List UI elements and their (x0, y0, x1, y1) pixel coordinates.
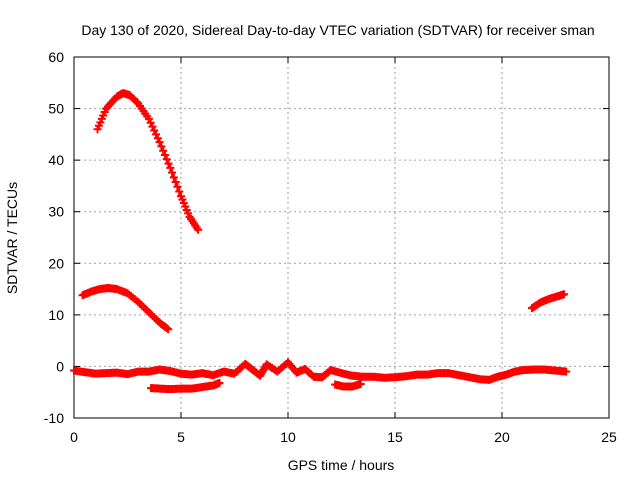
x-tick-label: 25 (601, 429, 617, 445)
series-pass-6-baseline (70, 358, 571, 384)
data-point (162, 155, 171, 164)
data-point (153, 134, 162, 143)
x-axis: 0 5 10 15 20 25 (70, 57, 617, 445)
data-point (175, 187, 184, 196)
data-point (164, 159, 173, 168)
series-pass-1-high (93, 89, 203, 234)
data-point (560, 290, 569, 299)
series-pass-2-mid (78, 284, 173, 334)
data-point (157, 142, 166, 151)
y-tick-label: -10 (44, 410, 64, 426)
y-axis-label: SDTVAR / TECUs (4, 182, 20, 294)
data-point (169, 173, 178, 182)
plot-area (73, 56, 610, 419)
data-point (215, 378, 224, 387)
x-axis-label: GPS time / hours (288, 457, 395, 473)
data-point (194, 225, 203, 234)
y-tick-label: 30 (48, 204, 64, 220)
x-tick-label: 10 (280, 429, 296, 445)
series-pass-5-low-b (331, 379, 365, 391)
chart-title: Day 130 of 2020, Sidereal Day-to-day VTE… (81, 22, 594, 38)
data-point (173, 182, 182, 191)
series-pass-4-low-a (147, 378, 224, 394)
data-point (171, 178, 180, 187)
x-tick-label: 15 (387, 429, 403, 445)
y-tick-label: 60 (48, 49, 64, 65)
y-tick-label: 40 (48, 152, 64, 168)
y-tick-label: 20 (48, 255, 64, 271)
y-tick-label: 50 (48, 101, 64, 117)
x-tick-label: 5 (177, 429, 185, 445)
y-tick-label: 0 (56, 358, 64, 374)
y-axis: -10 0 10 20 30 40 50 60 (44, 49, 609, 426)
data-point (160, 150, 169, 159)
data-point (148, 122, 157, 131)
y-tick-label: 10 (48, 307, 64, 323)
data-point (152, 130, 161, 139)
data-point (562, 367, 571, 376)
data-point (162, 324, 171, 333)
data-point (150, 126, 159, 135)
grid (74, 57, 609, 418)
data-points (70, 89, 571, 394)
data-point (155, 138, 164, 147)
data-point (166, 163, 175, 172)
data-point (159, 146, 168, 155)
data-point (168, 168, 177, 177)
series-pass-3-late (527, 290, 569, 313)
x-tick-label: 20 (494, 429, 510, 445)
x-tick-label: 0 (70, 429, 78, 445)
data-point (356, 379, 365, 388)
data-point (164, 325, 173, 334)
